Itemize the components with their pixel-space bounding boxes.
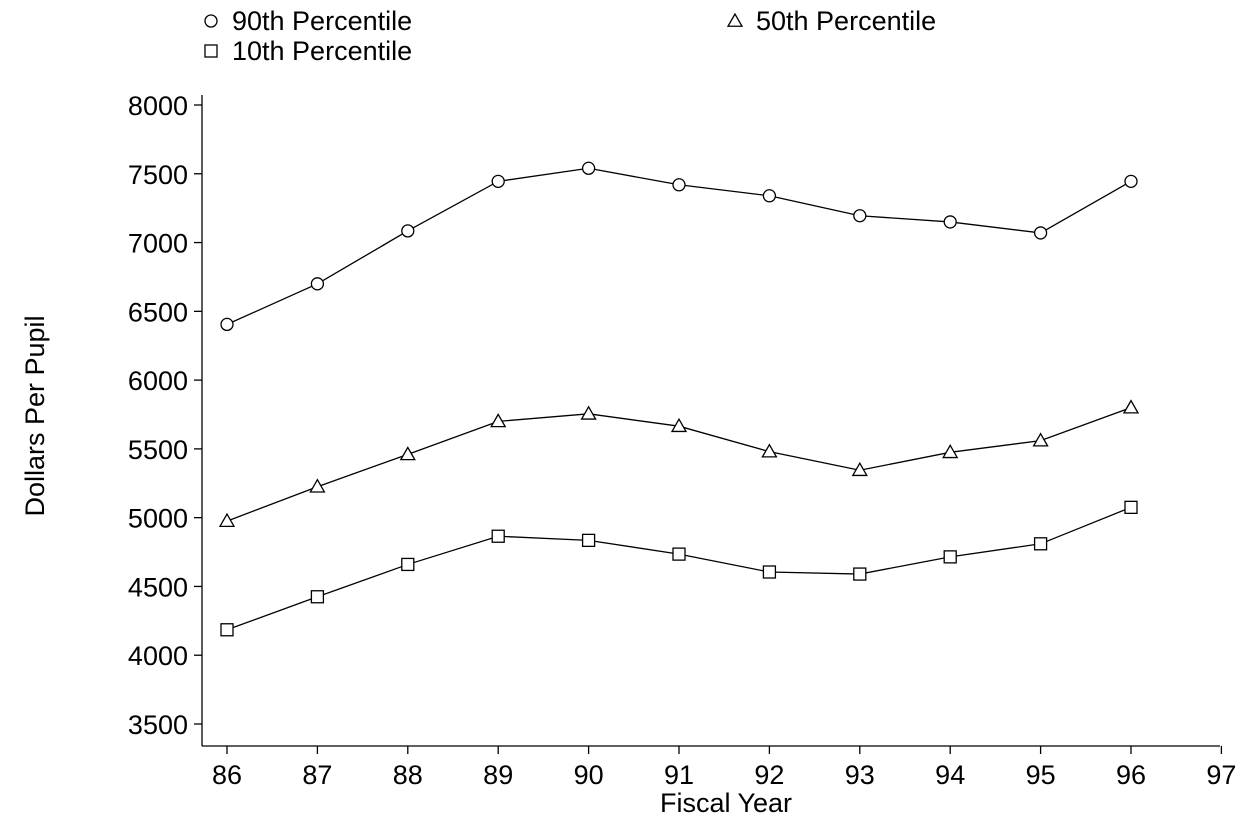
x-tick-label: 86 <box>212 760 242 790</box>
y-tick-label: 8000 <box>128 91 188 121</box>
data-point <box>220 317 234 332</box>
data-point <box>581 533 596 548</box>
data-point <box>310 277 325 291</box>
legend-square-marker <box>204 44 218 58</box>
data-point <box>943 550 957 564</box>
x-tick-label: 94 <box>935 760 965 790</box>
data-point <box>762 565 777 579</box>
y-tick-label: 7500 <box>128 160 188 190</box>
data-point <box>309 478 326 493</box>
legend-label: 10th Percentile <box>232 36 412 66</box>
data-point <box>581 161 596 175</box>
x-tick-label: 96 <box>1116 760 1146 790</box>
series-square <box>220 500 1138 637</box>
legend-item: 90th Percentile <box>204 6 412 36</box>
data-point <box>942 444 959 459</box>
y-tick-label: 3500 <box>128 710 188 740</box>
x-tick-label: 95 <box>1026 760 1056 790</box>
legend-item: 50th Percentile <box>726 6 936 36</box>
x-tick-label: 89 <box>483 760 513 790</box>
data-point <box>943 215 957 229</box>
x-tick-label: 92 <box>754 760 784 790</box>
data-point <box>1033 226 1048 240</box>
data-point <box>399 446 416 461</box>
x-axis-title: Fiscal Year <box>660 788 792 818</box>
x-tick-label: 97 <box>1206 760 1236 790</box>
series-line <box>226 167 1132 325</box>
x-tick-label: 87 <box>302 760 332 790</box>
data-point <box>310 590 325 604</box>
legend: 90th Percentile 50th Percentile 10th Perce… <box>204 6 936 66</box>
data-point <box>491 174 505 188</box>
legend-triangle-marker <box>726 12 744 27</box>
y-tick-label: 6000 <box>128 366 188 396</box>
data-point <box>672 178 686 192</box>
data-point <box>1124 500 1138 515</box>
legend-label: 50th Percentile <box>756 6 936 36</box>
data-point <box>853 209 867 223</box>
data-point <box>401 557 415 572</box>
y-tick-label: 7000 <box>128 229 188 259</box>
data-point <box>762 189 777 203</box>
series-layer <box>218 161 1140 637</box>
data-point <box>401 224 415 238</box>
data-point <box>491 529 505 543</box>
data-point <box>761 443 778 458</box>
data-point <box>1032 432 1049 447</box>
y-tick-label: 6500 <box>128 297 188 327</box>
data-point <box>218 512 236 528</box>
legend-label: 90th Percentile <box>232 6 412 36</box>
y-axis-title: Dollars Per Pupil <box>20 315 50 516</box>
legend-item: 10th Percentile <box>204 36 412 66</box>
y-tick-label: 4000 <box>128 641 188 671</box>
series-line <box>226 506 1132 631</box>
x-tick-label: 88 <box>393 760 423 790</box>
y-tick-label: 5000 <box>128 504 188 534</box>
x-tick-label: 93 <box>845 760 875 790</box>
legend-circle-marker <box>204 14 218 28</box>
data-point <box>580 405 597 420</box>
data-point <box>853 567 867 581</box>
y-tick-label: 4500 <box>128 572 188 602</box>
data-point <box>670 417 688 433</box>
data-point <box>1124 174 1138 188</box>
axes: 3500 4000 4500 5000 5500 6000 6500 7000 7500 8000… <box>128 91 1237 790</box>
data-point <box>1122 399 1140 414</box>
data-point <box>851 461 868 477</box>
series-circle <box>220 161 1138 332</box>
data-point <box>672 547 686 561</box>
data-point <box>490 413 507 428</box>
x-tick-label: 91 <box>664 760 694 790</box>
data-point <box>220 623 234 637</box>
series-triangle <box>218 399 1140 528</box>
x-tick-label: 90 <box>574 760 604 790</box>
data-point <box>1033 537 1048 551</box>
y-tick-label: 5500 <box>128 435 188 465</box>
